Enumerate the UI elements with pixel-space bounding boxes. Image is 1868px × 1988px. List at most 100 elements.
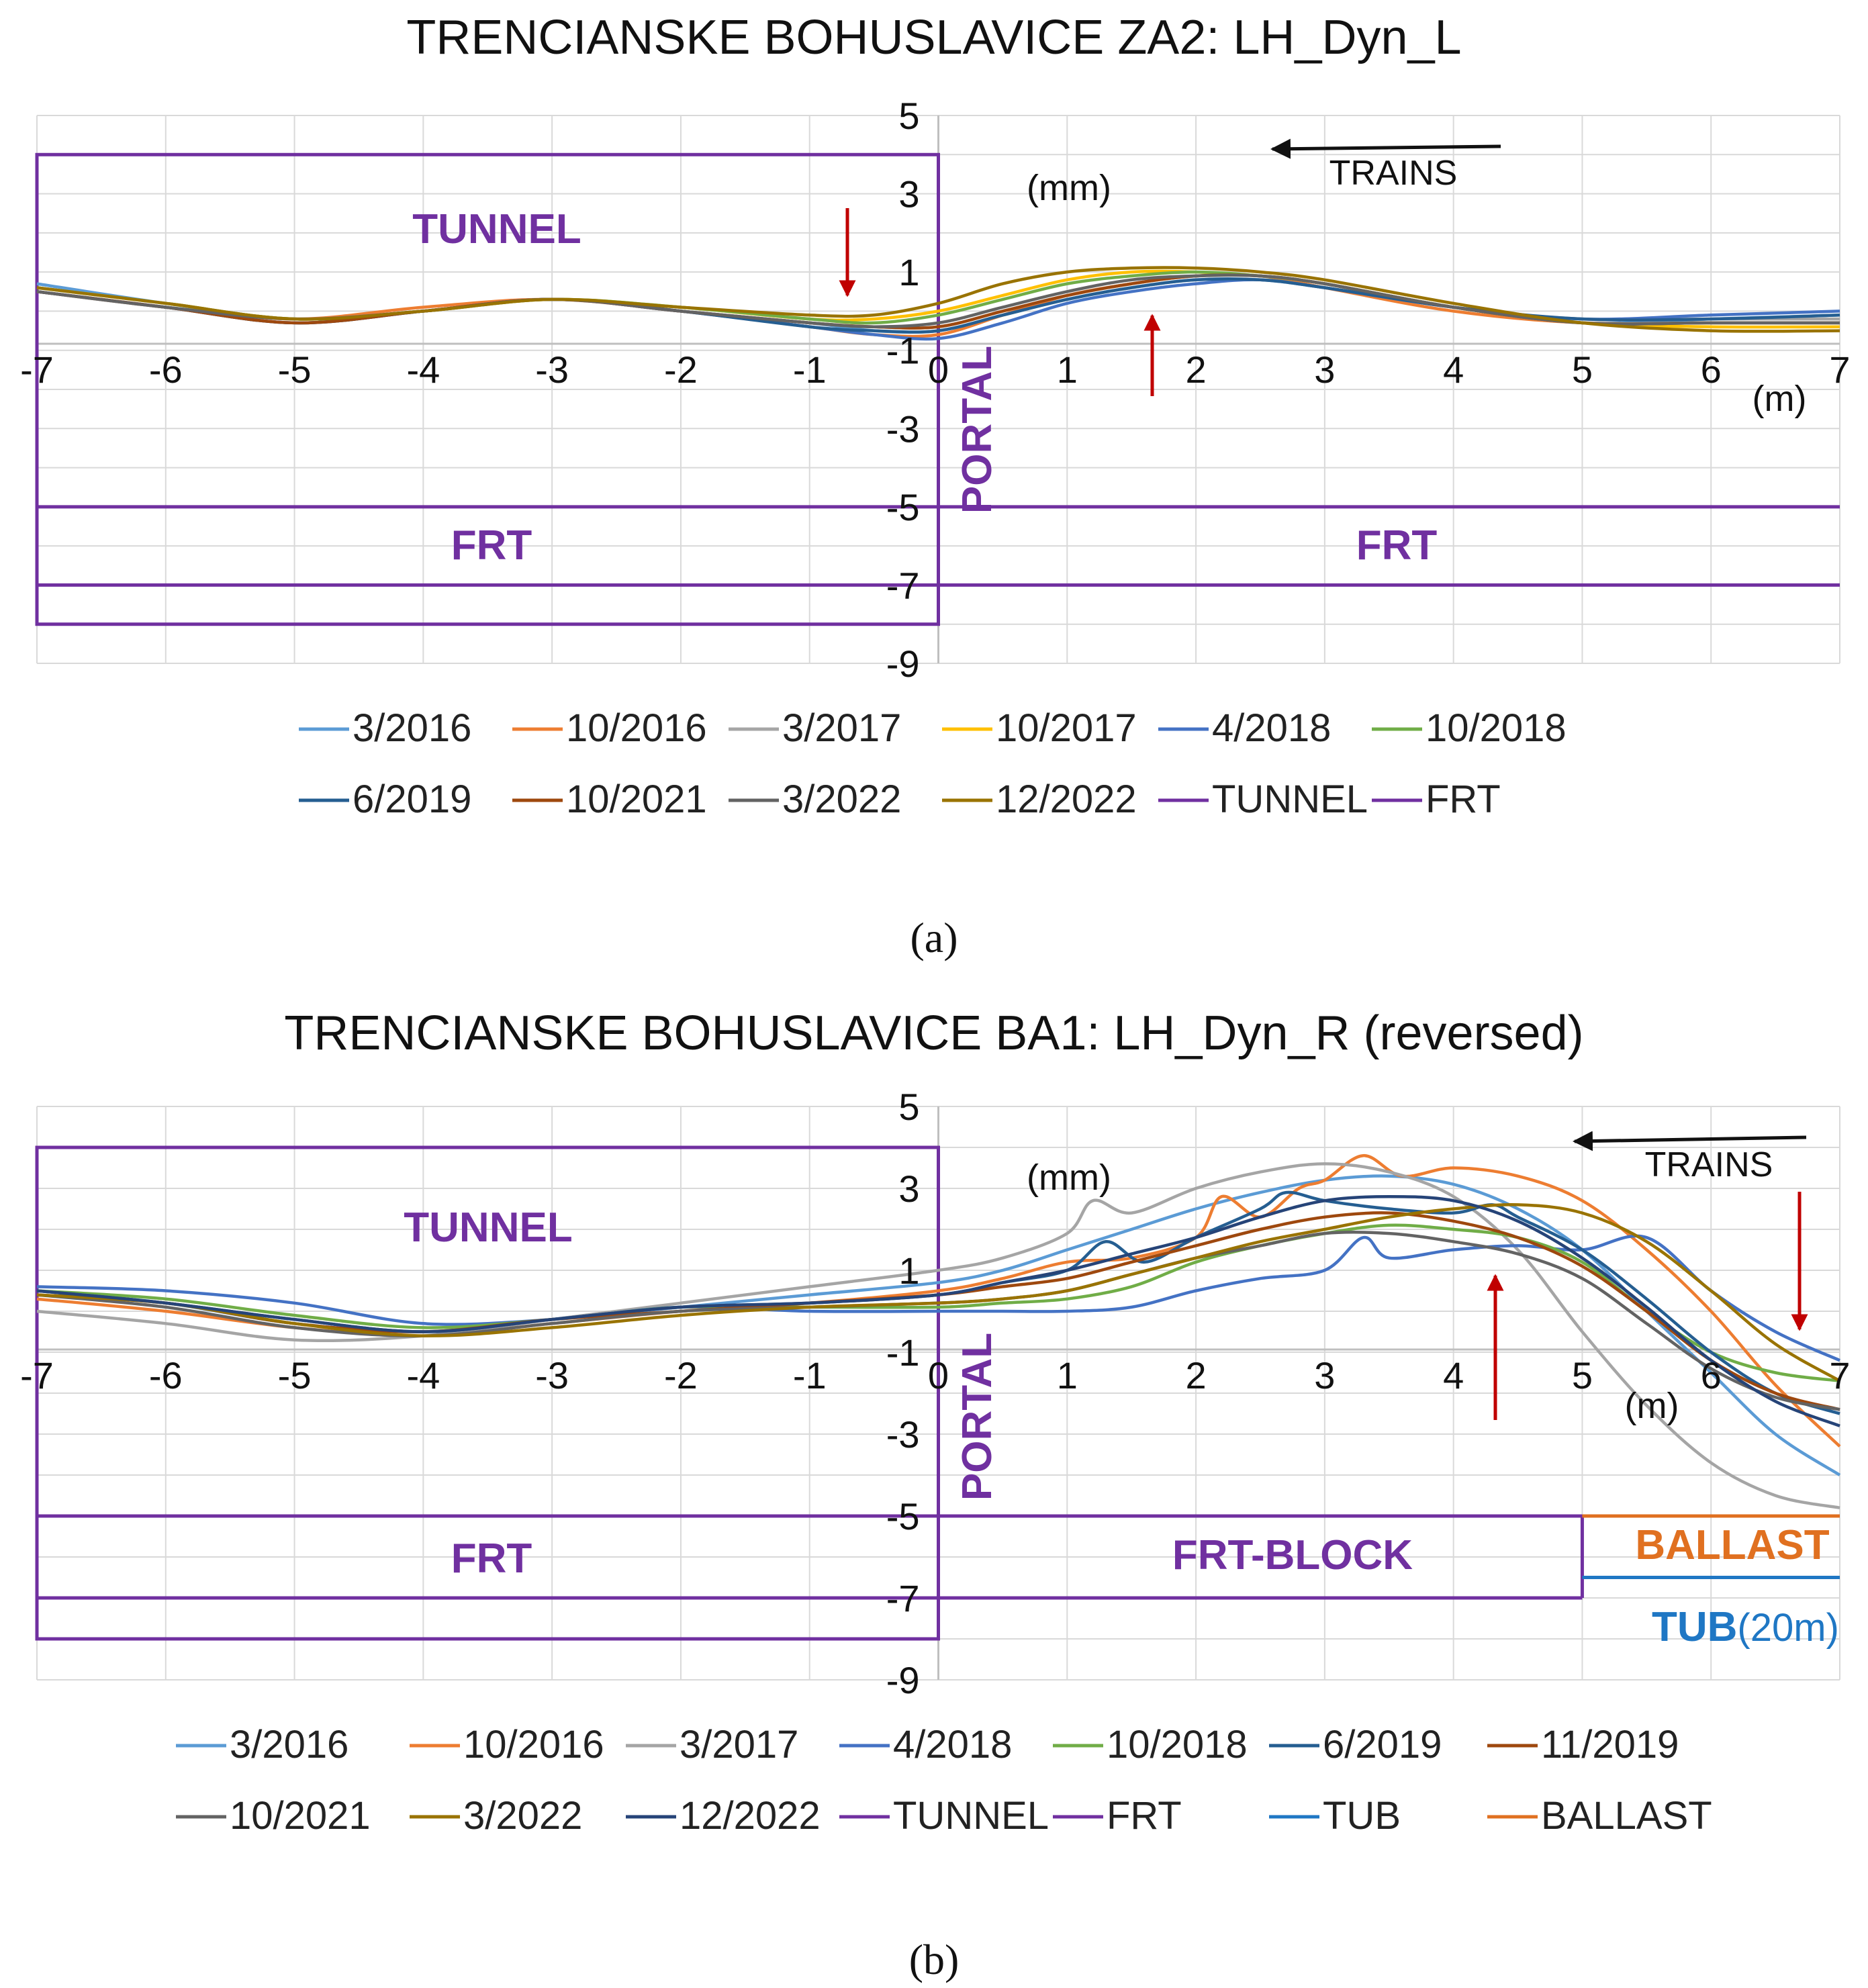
legend-label: 10/2016 [566, 706, 707, 750]
x-tick-label: -1 [793, 348, 827, 391]
panel-a-chart: TRENCIANSKE BOHUSLAVICE ZA2: LH_Dyn_L -7… [20, 11, 1850, 961]
legend-label: 6/2019 [353, 777, 471, 821]
legend-label: TUB [1323, 1794, 1401, 1838]
series-line-12-2022 [36, 266, 1840, 333]
legend-label: 6/2019 [1323, 1723, 1442, 1766]
legend-label: 10/2017 [996, 706, 1137, 750]
panel-a-portal-label: PORTAL [954, 346, 1000, 514]
panel-a-x-unit: (m) [1753, 379, 1807, 419]
series-line-12-2022 [36, 1194, 1840, 1427]
y-tick-label: -1 [886, 330, 920, 372]
series-line-3-2022 [36, 1202, 1841, 1382]
panel-b-tub-annotation: TUB(20m) [1652, 1604, 1839, 1650]
panel-b-tub-note: (20m) [1737, 1606, 1838, 1650]
legend-label: TUNNEL [893, 1794, 1049, 1838]
panel-b-series [36, 1153, 1841, 1510]
legend-label: 12/2022 [996, 777, 1137, 821]
x-tick-label: 7 [1829, 1354, 1850, 1397]
tunnel-zone [35, 152, 940, 626]
x-tick-label: 5 [1572, 1354, 1593, 1397]
panel-a-tunnel-label: TUNNEL [412, 206, 581, 252]
panel-b-legend: 3/2016 10/2016 3/2017 4/2018 10/2018 6/2019 11… [176, 1723, 1712, 1838]
x-tick-label: 0 [928, 1354, 949, 1397]
x-tick-label: -6 [149, 348, 183, 391]
y-tick-label: -3 [886, 1413, 920, 1456]
y-tick-label: -7 [886, 1577, 920, 1619]
panel-a-trains-arrow [1270, 138, 1501, 159]
panel-b-portal-label: PORTAL [954, 1333, 1000, 1501]
x-tick-label: -4 [406, 1354, 440, 1397]
y-tick-label: 1 [898, 1249, 919, 1292]
panel-b-caption: (b) [909, 1936, 960, 1983]
panel-a-series [36, 266, 1840, 341]
panel-a-trains-label: TRAINS [1329, 154, 1458, 193]
x-tick-label: 2 [1185, 348, 1206, 391]
y-tick-label: -7 [886, 564, 920, 606]
y-tick-label: -5 [886, 486, 920, 528]
y-tick-label: -9 [886, 1659, 920, 1701]
panel-a-y-unit: (mm) [1027, 168, 1111, 208]
legend-label: 3/2022 [463, 1794, 582, 1838]
panel-b-y-unit: (mm) [1027, 1157, 1111, 1198]
panel-b-title: TRENCIANSKE BOHUSLAVICE BA1: LH_Dyn_R (r… [284, 1006, 1583, 1060]
x-tick-label: 3 [1314, 1354, 1335, 1397]
legend-label: FRT [1426, 777, 1501, 821]
x-tick-label: 4 [1443, 348, 1464, 391]
legend-label: 4/2018 [893, 1723, 1012, 1766]
series-line-10-2018 [36, 1223, 1840, 1382]
panel-b-tub-label: TUB [1652, 1604, 1737, 1650]
x-tick-label: 1 [1057, 1354, 1078, 1397]
y-tick-label: 1 [898, 251, 919, 293]
panel-a-frt-left-label: FRT [451, 522, 532, 569]
x-tick-label: 4 [1443, 1354, 1464, 1397]
x-tick-label: 2 [1185, 1354, 1206, 1397]
legend-label: 3/2017 [782, 706, 901, 750]
x-tick-label: -1 [793, 1354, 827, 1397]
y-tick-label: -1 [886, 1331, 920, 1374]
panel-a-title: TRENCIANSKE BOHUSLAVICE ZA2: LH_Dyn_L [406, 11, 1461, 64]
y-tick-label: -5 [886, 1495, 920, 1537]
legend-label: 4/2018 [1212, 706, 1331, 750]
panel-b-x-unit: (m) [1625, 1386, 1679, 1426]
x-tick-label: -7 [20, 348, 54, 391]
y-tick-label: 3 [898, 1168, 919, 1210]
panel-b-frt-block-label: FRT-BLOCK [1172, 1532, 1413, 1578]
panel-a-frt-right-label: FRT [1356, 522, 1438, 569]
panel-b-ballast-label: BALLAST [1635, 1522, 1829, 1568]
x-tick-label: -3 [535, 1354, 569, 1397]
x-tick-label: -3 [535, 348, 569, 391]
series-line-4-2018 [36, 1234, 1840, 1362]
legend-label: 11/2019 [1541, 1723, 1679, 1766]
y-tick-label: 5 [898, 1086, 919, 1128]
panel-b-chart: TRENCIANSKE BOHUSLAVICE BA1: LH_Dyn_R (r… [20, 1006, 1850, 1983]
legend-label: 3/2016 [353, 706, 471, 750]
y-tick-label: -3 [886, 408, 920, 450]
x-tick-label: 1 [1057, 348, 1078, 391]
tunnel-zone [35, 1145, 940, 1641]
x-tick-label: -2 [664, 1354, 698, 1397]
legend-label: BALLAST [1541, 1794, 1712, 1838]
panel-b-frt-label: FRT [451, 1535, 532, 1582]
legend-label: TUNNEL [1212, 777, 1368, 821]
x-tick-label: -6 [149, 1354, 183, 1397]
x-tick-label: 6 [1701, 348, 1722, 391]
legend-label: 10/2016 [463, 1723, 604, 1766]
x-tick-label: -5 [278, 1354, 312, 1397]
panel-b-tunnel-label: TUNNEL [404, 1204, 572, 1251]
panel-b-zones [35, 1145, 1840, 1641]
legend-label: 10/2021 [230, 1794, 371, 1838]
panel-b-trains-label: TRAINS [1645, 1145, 1773, 1184]
legend-label: 3/2017 [680, 1723, 798, 1766]
y-tick-label: -9 [886, 643, 920, 685]
y-tick-label: 3 [898, 173, 919, 216]
legend-label: 10/2018 [1107, 1723, 1248, 1766]
x-tick-label: -5 [278, 348, 312, 391]
x-tick-label: 7 [1829, 348, 1850, 391]
legend-label: 10/2021 [566, 777, 707, 821]
x-tick-label: 3 [1314, 348, 1335, 391]
legend-label: 12/2022 [680, 1794, 821, 1838]
legend-label: 3/2016 [230, 1723, 348, 1766]
